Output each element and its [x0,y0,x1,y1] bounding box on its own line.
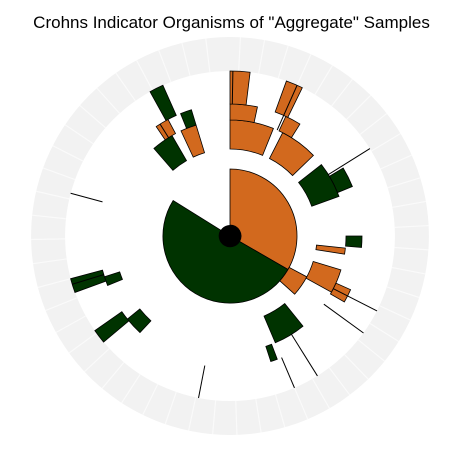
sunburst-segment-control_enriched [263,303,304,344]
sunburst-segment-crohns_enriched [229,70,251,106]
radial-tick-line [291,334,318,377]
background-ring-divider [52,145,84,162]
background-ring-divider [235,400,238,435]
radial-tick-line [159,123,169,138]
background-ring-divider [344,354,369,380]
sunburst-segment-crohns_enriched [278,115,301,139]
background-ring-divider [331,78,353,107]
sunburst-segment-crohns_enriched [274,80,303,118]
center-hub [219,225,241,247]
sunburst-segment-crohns_enriched [229,103,258,124]
background-ring-divider [32,214,66,220]
background-ring-divider [394,224,429,228]
background-ring-divider [181,42,191,77]
sunburst-segment-crohns_enriched [315,244,346,255]
background-ring-divider [188,397,197,431]
background-ring-divider [212,400,217,435]
background-ring-divider [121,374,141,404]
background-ring-divider [357,339,386,362]
background-ring-divider [311,378,331,409]
background-ring-divider [136,60,154,91]
background-ring-divider [79,104,106,129]
radial-tick-line [281,357,295,389]
radial-tick-line [333,288,378,312]
background-ring-divider [64,124,94,145]
sunburst-segment-control_enriched [328,167,353,194]
background-ring-divider [274,394,286,428]
background-ring-divider [277,45,289,79]
background-ring-divider [84,348,110,373]
radial-tick-line [72,274,104,285]
sunburst-segment-control_enriched [70,269,107,293]
background-ring-divider [293,387,309,420]
radial-tick-line [323,303,364,334]
sunburst-segment-crohns_enriched [279,266,308,295]
background-ring-divider [55,315,86,334]
background-ring-divider [379,305,411,321]
background-ring-divider [391,266,426,275]
background-ring-divider [45,297,78,312]
background-ring-divider [142,384,159,416]
background-ring-divider [37,278,71,289]
background-ring-divider [392,200,427,208]
background-ring-divider [258,39,266,74]
background-ring-divider [96,87,121,114]
radial-tick-line [198,365,206,399]
background-ring-divider [32,258,67,265]
sunburst-segment-control_enriched [265,343,278,363]
background-ring-divider [255,398,262,433]
background-ring-divider [359,113,388,135]
sunburst-segment-crohns_enriched [180,124,206,158]
radial-tick-line [231,71,234,105]
background-ring-divider [328,367,351,396]
sunburst-segment-crohns_enriched [229,168,298,271]
sunburst-segment-control_enriched [345,235,363,248]
background-ring-divider [394,246,429,251]
background-ring-divider [296,53,312,86]
radial-tick-line [328,148,371,175]
background-ring-divider [42,167,76,181]
sunburst-segment-control_enriched [103,271,123,286]
background-ring-divider [205,38,211,73]
background-ring-divider [346,94,372,120]
background-ring-divider [371,132,401,152]
background-ring-divider [115,72,136,102]
radial-tick-line [70,192,103,203]
background-ring-divider [68,332,97,354]
background-ring-divider [31,238,66,241]
sunburst-segment-control_enriched [126,308,152,334]
sunburst-segment-crohns_enriched [268,132,315,177]
sunburst-segment-control_enriched [153,134,188,171]
background-ring-divider [238,37,242,72]
background-ring-divider [386,286,420,299]
sunburst-segment-control_enriched [94,311,130,343]
background-ring-divider [164,391,177,425]
background-ring-divider [101,362,125,389]
sunburst-segment-crohns_enriched [229,119,274,156]
background-ring-divider [369,322,400,342]
sunburst-segment-crohns_enriched [305,260,342,293]
sunburst-segment-control_enriched [297,164,340,207]
background-ring-divider [380,154,413,170]
radial-tick-line [276,85,298,131]
sunburst-segment-control_enriched [149,84,177,122]
chart-title: Crohns Indicator Organisms of "Aggregate… [33,13,430,32]
sunburst-segment-control_enriched [180,109,197,129]
background-ring-divider [158,50,172,83]
background-ring-divider [387,177,421,189]
background-ring-divider [314,65,334,95]
background-ring-divider [35,190,70,200]
